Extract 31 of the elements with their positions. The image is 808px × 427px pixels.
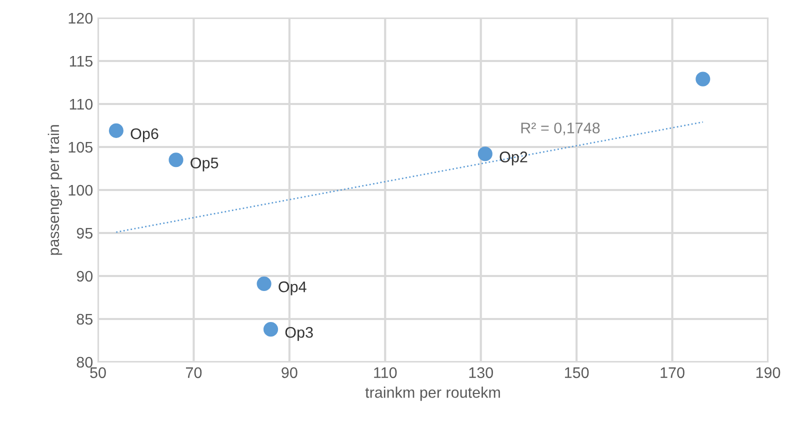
point <box>478 146 492 162</box>
x-tick-label: 150 <box>564 367 589 378</box>
y-tick-label: 80 <box>76 356 93 368</box>
point <box>168 152 184 168</box>
x-tick-label: 110 <box>374 367 397 378</box>
annotation: Op4 <box>278 281 306 296</box>
point <box>696 72 710 86</box>
y-tick-label: 95 <box>76 228 92 239</box>
y-tick-label: 115 <box>70 56 92 67</box>
y-tick-label: 100 <box>68 184 93 196</box>
x-tick-label: 130 <box>469 367 494 378</box>
x-tick-label: 190 <box>756 367 780 378</box>
annotation: Op5 <box>190 158 218 172</box>
annotation: Op2 <box>500 152 528 166</box>
y-tick-label: 105 <box>68 142 92 153</box>
point <box>108 123 124 138</box>
point <box>256 276 272 292</box>
annotation: R² = 0,1748 <box>521 122 600 136</box>
annotation: Op6 <box>130 128 158 142</box>
y-tick-label: 90 <box>76 270 93 282</box>
y-tick-label: 110 <box>70 98 93 110</box>
y-tick-label: 85 <box>76 314 92 325</box>
point <box>263 322 278 337</box>
y-axis-title: passenger per train <box>48 125 62 255</box>
x-axis-title: trainkm per routekm <box>365 386 500 401</box>
x-tick-label: 70 <box>186 367 202 378</box>
x-tick-label: 90 <box>282 367 298 378</box>
x-tick-label: 170 <box>660 367 684 378</box>
annotation: Op3 <box>285 326 313 341</box>
x-tick-label: 50 <box>90 367 106 378</box>
y-tick-label: 120 <box>68 12 93 24</box>
